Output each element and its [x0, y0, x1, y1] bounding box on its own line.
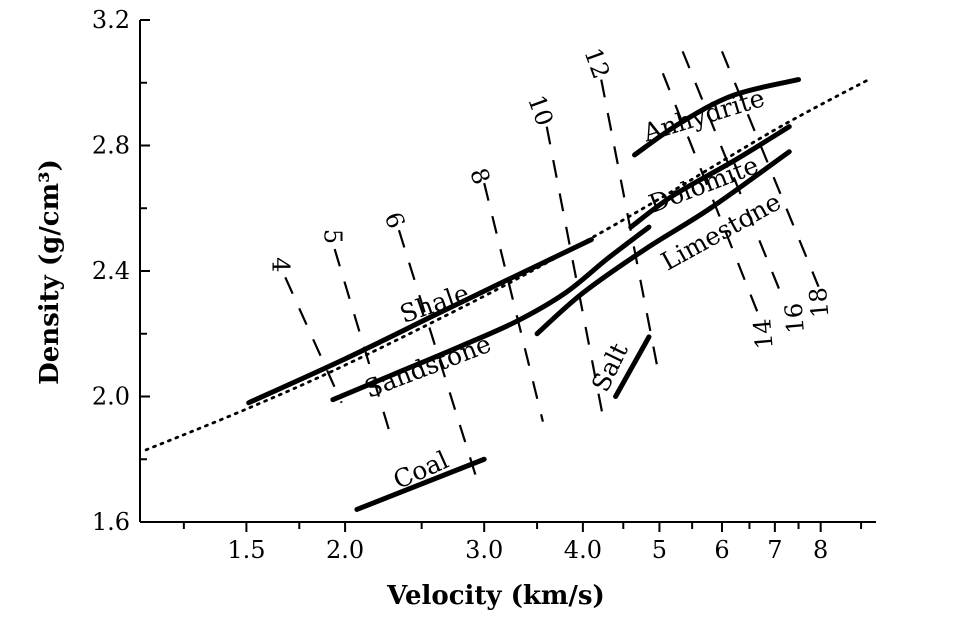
iso-line-label: 16 [779, 302, 810, 335]
y-axis-title: Density (g/cm³) [35, 159, 65, 385]
iso-line [720, 50, 820, 288]
series-anhydrite-line [632, 77, 802, 158]
iso-line [397, 229, 480, 485]
axes [139, 20, 876, 523]
series-shale-line [246, 237, 594, 406]
iso-line-label: 14 [748, 317, 779, 350]
x-axis-title: Velocity (km/s) [386, 581, 605, 611]
x-tick-label: 3.0 [465, 536, 503, 564]
label-anhydrite: Anhydrite [639, 83, 768, 148]
series-salt-line [613, 334, 652, 399]
x-tick-label: 2.0 [326, 536, 364, 564]
series-limestone-line [534, 149, 792, 337]
iso-line [284, 276, 343, 404]
iso-line-label: 12 [579, 44, 616, 82]
label-coal: Coal [389, 445, 453, 495]
axis-ticks: 1.5 2.0 3.0 4.0 5 6 7 8 1.6 2.0 2.4 2.8 3.2 [92, 6, 863, 564]
y-tick-label: 2.4 [92, 257, 130, 285]
x-tick-label: 4.0 [564, 536, 602, 564]
iso-line-label: 6 [379, 208, 411, 232]
series-group [144, 77, 871, 512]
label-shale: Shale [396, 278, 473, 329]
y-tick-label: 2.8 [92, 132, 130, 160]
series-dolomite-line [628, 124, 792, 230]
series-coal-line [354, 456, 487, 512]
iso-line [681, 50, 786, 303]
x-tick-label: 7 [767, 536, 782, 564]
series-trend-dotted-line [144, 78, 871, 452]
x-tick-label: 8 [813, 536, 828, 564]
iso-line-label: 18 [804, 286, 835, 319]
y-tick-label: 1.6 [92, 508, 130, 536]
x-tick-label: 6 [714, 536, 729, 564]
x-tick-label: 1.5 [227, 536, 265, 564]
y-tick-label: 2.0 [92, 383, 130, 411]
iso-line-label: 5 [319, 229, 347, 244]
iso-line [545, 126, 604, 413]
iso-line-label: 4 [267, 257, 295, 272]
iso-line [661, 72, 761, 319]
label-salt: Salt [586, 339, 634, 397]
y-tick-label: 3.2 [92, 6, 130, 34]
x-tick-label: 5 [652, 536, 667, 564]
iso-line [483, 182, 544, 422]
iso-line-label: 8 [464, 164, 496, 188]
series-sandstone-line [330, 224, 652, 403]
iso-line-label: 10 [522, 91, 559, 129]
iso-line [333, 248, 395, 444]
